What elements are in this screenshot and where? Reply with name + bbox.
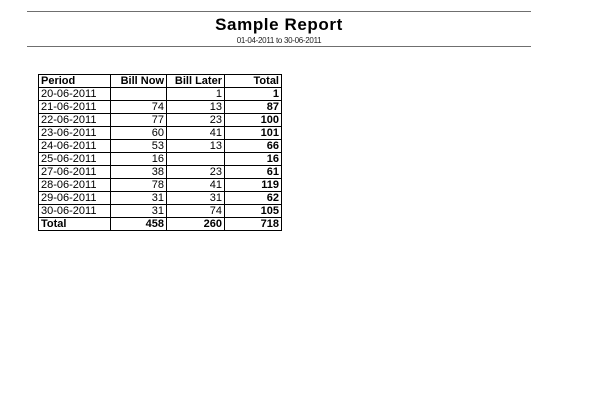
cell-period: 24-06-2011	[38, 139, 111, 153]
cell-bill-now: 74	[110, 100, 167, 114]
cell-bill-now: 78	[110, 178, 167, 192]
table-row: 30-06-2011 31 74 105	[38, 204, 282, 218]
cell-bill-later: 23	[166, 165, 225, 179]
cell-bill-now: 16	[110, 152, 167, 166]
cell-period: 22-06-2011	[38, 113, 111, 127]
cell-bill-now: 77	[110, 113, 167, 127]
table-row: 24-06-2011 53 13 66	[38, 139, 282, 153]
table-header-row: Period Bill Now Bill Later Total	[38, 74, 282, 88]
column-header-period: Period	[38, 74, 111, 88]
cell-bill-now: 31	[110, 204, 167, 218]
cell-period: 25-06-2011	[38, 152, 111, 166]
cell-bill-now: 31	[110, 191, 167, 205]
cell-period: 27-06-2011	[38, 165, 111, 179]
report-date-range: 01-04-2011 to 30-06-2011	[236, 36, 322, 45]
totals-bill-later: 260	[166, 217, 225, 231]
table-row: 28-06-2011 78 41 119	[38, 178, 282, 192]
cell-total: 105	[224, 204, 282, 218]
cell-period: 30-06-2011	[38, 204, 111, 218]
cell-bill-now	[110, 87, 167, 101]
report-title: Sample Report	[215, 15, 343, 34]
cell-total: 66	[224, 139, 282, 153]
table-row: 23-06-2011 60 41 101	[38, 126, 282, 140]
cell-period: 21-06-2011	[38, 100, 111, 114]
table-row: 25-06-2011 16 16	[38, 152, 282, 166]
totals-row: Total 458 260 718	[38, 217, 282, 231]
table-row: 22-06-2011 77 23 100	[38, 113, 282, 127]
cell-total: 119	[224, 178, 282, 192]
cell-total: 61	[224, 165, 282, 179]
cell-bill-later: 13	[166, 139, 225, 153]
cell-total: 101	[224, 126, 282, 140]
cell-bill-now: 38	[110, 165, 167, 179]
column-header-bill-now: Bill Now	[110, 74, 167, 88]
cell-total: 87	[224, 100, 282, 114]
cell-bill-now: 53	[110, 139, 167, 153]
cell-total: 16	[224, 152, 282, 166]
column-header-total: Total	[224, 74, 282, 88]
table-row: 20-06-2011 1 1	[38, 87, 282, 101]
cell-bill-now: 60	[110, 126, 167, 140]
cell-bill-later	[166, 152, 225, 166]
cell-bill-later: 41	[166, 178, 225, 192]
cell-bill-later: 1	[166, 87, 225, 101]
totals-label: Total	[38, 217, 111, 231]
cell-period: 29-06-2011	[38, 191, 111, 205]
cell-total: 62	[224, 191, 282, 205]
cell-bill-later: 31	[166, 191, 225, 205]
report-header: Sample Report 01-04-2011 to 30-06-2011	[27, 11, 531, 47]
table-row: 21-06-2011 74 13 87	[38, 100, 282, 114]
cell-bill-later: 41	[166, 126, 225, 140]
cell-period: 23-06-2011	[38, 126, 111, 140]
table-row: 27-06-2011 38 23 61	[38, 165, 282, 179]
totals-total: 718	[224, 217, 282, 231]
cell-bill-later: 13	[166, 100, 225, 114]
cell-period: 28-06-2011	[38, 178, 111, 192]
cell-total: 100	[224, 113, 282, 127]
report-table: Period Bill Now Bill Later Total 20-06-2…	[38, 74, 282, 231]
cell-bill-later: 74	[166, 204, 225, 218]
totals-bill-now: 458	[110, 217, 167, 231]
column-header-bill-later: Bill Later	[166, 74, 225, 88]
table-row: 29-06-2011 31 31 62	[38, 191, 282, 205]
cell-total: 1	[224, 87, 282, 101]
cell-period: 20-06-2011	[38, 87, 111, 101]
cell-bill-later: 23	[166, 113, 225, 127]
